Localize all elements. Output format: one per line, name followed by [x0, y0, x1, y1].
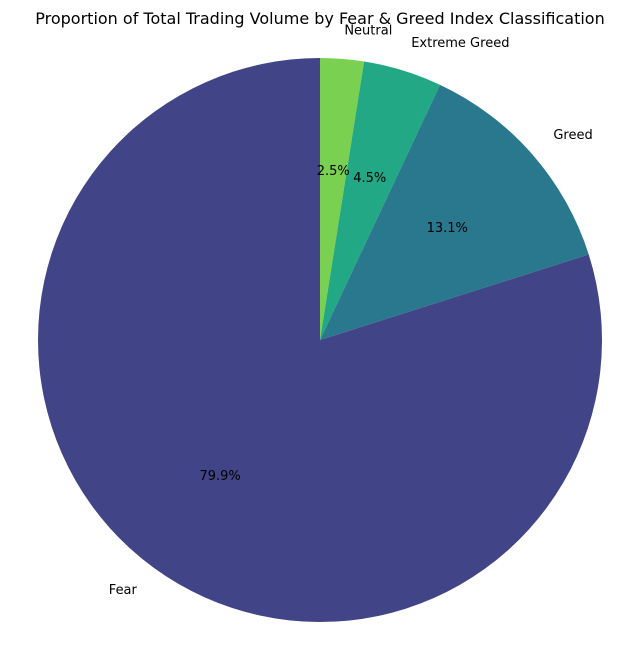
pie-slice-neutral — [320, 58, 365, 340]
pie-category-label: Greed — [553, 128, 592, 143]
chart-title: Proportion of Total Trading Volume by Fe… — [35, 9, 604, 28]
pie-slice-extreme-greed — [320, 61, 441, 340]
pie-category-label: Neutral — [344, 23, 392, 38]
pie-slices — [38, 58, 603, 622]
pie-labels: 2.5% Neutral 4.5% Extreme Greed 13.1% Greed 79… — [109, 23, 593, 598]
pie-pct-label: 79.9% — [199, 469, 240, 484]
pie-category-label: Fear — [109, 583, 138, 598]
pie-pct-label: 2.5% — [317, 164, 350, 179]
pie-slice-greed — [320, 84, 589, 340]
pie-category-label: Extreme Greed — [411, 36, 509, 51]
pie-pct-label: 4.5% — [353, 171, 386, 186]
pie-slice-fear — [38, 58, 603, 622]
pie-pct-label: 13.1% — [427, 221, 468, 236]
